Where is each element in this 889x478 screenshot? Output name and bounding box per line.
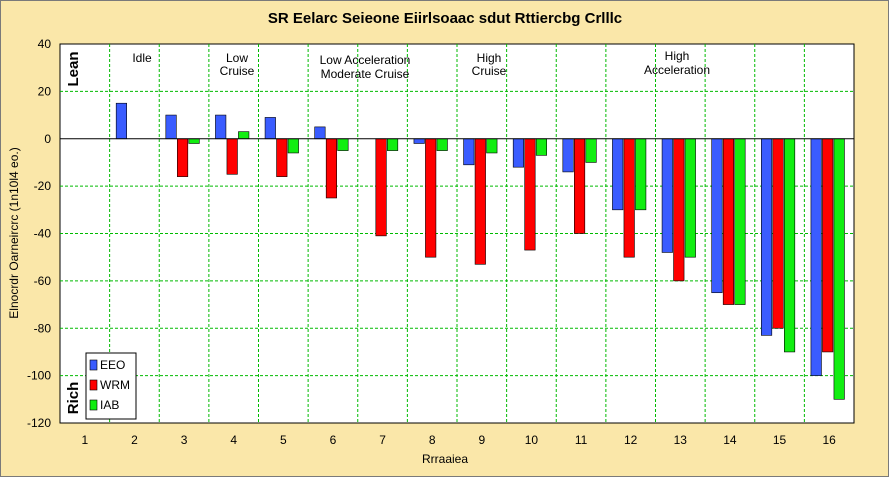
annotations: Idle Low Cruise Low Acceleration Moderat… (132, 49, 710, 81)
bar-eeo-11 (562, 138, 574, 173)
side-label-rich: Rich (65, 382, 82, 415)
bar-wrm-13 (673, 138, 685, 282)
bar-wrm-8 (425, 138, 437, 258)
bar-iab-6 (337, 138, 349, 151)
bar-iab-8 (436, 138, 448, 151)
bar-eeo-6 (314, 126, 326, 140)
bar-eeo-14 (711, 138, 723, 294)
legend-swatch-wrm (89, 379, 98, 391)
chart-title: SR Eelarc Seieone Eiirlsoaac sdut Rttier… (268, 10, 622, 27)
x-tick-label: 6 (330, 433, 337, 447)
bars-group (115, 102, 845, 400)
bar-iab-13 (684, 138, 696, 258)
y-tick-label: -100 (27, 369, 51, 383)
x-tick-label: 15 (773, 433, 787, 447)
legend-swatch-eeo (89, 359, 98, 371)
x-axis-label: Rrraaiea (422, 452, 468, 466)
x-tick-label: 16 (823, 433, 837, 447)
bar-iab-12 (635, 138, 647, 211)
bar-wrm-7 (375, 138, 387, 237)
x-tick-label: 11 (575, 433, 588, 447)
bar-iab-11 (585, 138, 597, 163)
bar-eeo-4 (215, 114, 227, 140)
grid-lines (60, 44, 854, 423)
legend: EEO WRM IAB (85, 352, 137, 420)
x-tick-label: 7 (379, 433, 386, 447)
bar-wrm-3 (177, 138, 189, 177)
bar-iab-16 (833, 138, 845, 400)
annotation-low-acceleration: Low Acceleration (320, 53, 411, 67)
annotation-cruise: Cruise (220, 64, 255, 78)
bar-iab-4 (238, 131, 250, 140)
bar-eeo-12 (612, 138, 624, 211)
bar-wrm-16 (822, 138, 834, 353)
bar-wrm-15 (772, 138, 784, 329)
bar-iab-7 (387, 138, 399, 151)
y-tick-label: -80 (34, 321, 52, 335)
bar-iab-15 (784, 138, 796, 353)
x-tick-label: 1 (81, 433, 88, 447)
bar-wrm-4 (226, 138, 238, 175)
bar-iab-3 (188, 138, 200, 144)
y-tick-label: 0 (44, 132, 51, 146)
bar-iab-5 (287, 138, 299, 154)
bar-eeo-13 (661, 138, 673, 253)
legend-label-eeo: EEO (100, 358, 125, 372)
annotation-idle: Idle (132, 51, 152, 65)
y-tick-label: -60 (34, 274, 52, 288)
bar-eeo-10 (512, 138, 524, 168)
bar-eeo-9 (463, 138, 475, 166)
bar-wrm-5 (276, 138, 288, 177)
legend-swatch-iab (89, 399, 98, 411)
x-tick-label: 3 (181, 433, 188, 447)
bar-wrm-6 (325, 138, 337, 199)
y-tick-label: -120 (27, 416, 51, 430)
bar-iab-14 (734, 138, 746, 305)
side-label-lean: Lean (65, 51, 82, 86)
x-tick-label: 10 (525, 433, 539, 447)
y-tick-label: 20 (38, 84, 52, 98)
y-tick-labels: 40 20 0 -20 -40 -60 -80 -100 -120 (27, 37, 51, 430)
bar-iab-9 (486, 138, 498, 154)
legend-label-iab: IAB (100, 398, 119, 412)
annotation-high-2: High (665, 49, 690, 63)
x-tick-label: 14 (723, 433, 737, 447)
x-tick-label: 8 (429, 433, 436, 447)
x-tick-label: 2 (131, 433, 138, 447)
bar-eeo-16 (810, 138, 822, 376)
y-tick-label: -20 (34, 179, 52, 193)
annotation-acceleration: Acceleration (644, 63, 710, 77)
y-tick-label: -40 (34, 227, 52, 241)
x-tick-label: 9 (478, 433, 485, 447)
annotation-high: High (477, 51, 502, 65)
bar-eeo-2 (115, 102, 127, 140)
bar-wrm-14 (722, 138, 734, 305)
annotation-high-cruise: Cruise (472, 64, 507, 78)
legend-label-wrm: WRM (100, 378, 130, 392)
bar-wrm-10 (524, 138, 536, 251)
x-tick-label: 12 (624, 433, 638, 447)
annotation-moderate-cruise: Moderate Cruise (321, 67, 410, 81)
y-axis-label: Elnocrdr Oarneircrc (1n10l4 eo.) (7, 147, 21, 318)
annotation-low: Low (226, 51, 248, 65)
x-tick-label: 4 (230, 433, 237, 447)
x-tick-label: 5 (280, 433, 287, 447)
bar-eeo-15 (761, 138, 773, 336)
bar-eeo-5 (264, 117, 276, 140)
bar-eeo-3 (165, 114, 177, 140)
bar-wrm-11 (574, 138, 586, 234)
x-tick-labels: 1 2 3 4 5 6 7 8 9 10 11 12 13 14 15 16 (81, 433, 836, 447)
bar-eeo-8 (413, 138, 425, 144)
bar-iab-10 (535, 138, 547, 156)
x-tick-label: 13 (674, 433, 688, 447)
bar-wrm-9 (474, 138, 486, 265)
bar-wrm-12 (623, 138, 635, 258)
y-tick-label: 40 (38, 37, 52, 51)
